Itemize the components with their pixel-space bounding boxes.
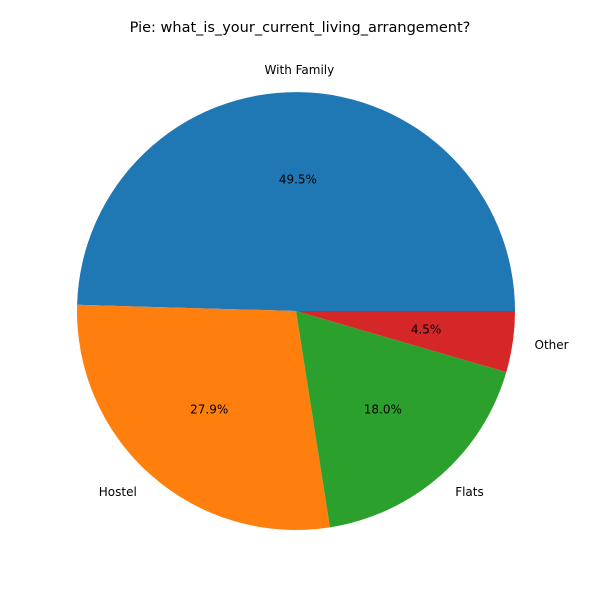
- pie-labels: With Family 49.5% Hostel 27.9% Flats 18.0% Oth…: [99, 63, 569, 499]
- pie-slices: [77, 92, 515, 530]
- slice-label-with-family: With Family: [265, 63, 335, 77]
- pie-slice-flats: [296, 311, 507, 528]
- slice-label-flats: Flats: [455, 485, 484, 499]
- pie-slice-other: [296, 311, 515, 373]
- percent-label-other: 4.5%: [411, 323, 442, 337]
- slice-label-hostel: Hostel: [99, 485, 137, 499]
- percent-label-hostel: 27.9%: [190, 403, 228, 417]
- chart-title: Pie: what_is_your_current_living_arrange…: [130, 20, 471, 36]
- pie-slice-with-family: [77, 92, 515, 311]
- slice-label-other: Other: [535, 338, 569, 352]
- pie-slice-hostel: [77, 304, 330, 530]
- percent-label-flats: 18.0%: [364, 403, 402, 417]
- percent-label-with-family: 49.5%: [279, 173, 317, 187]
